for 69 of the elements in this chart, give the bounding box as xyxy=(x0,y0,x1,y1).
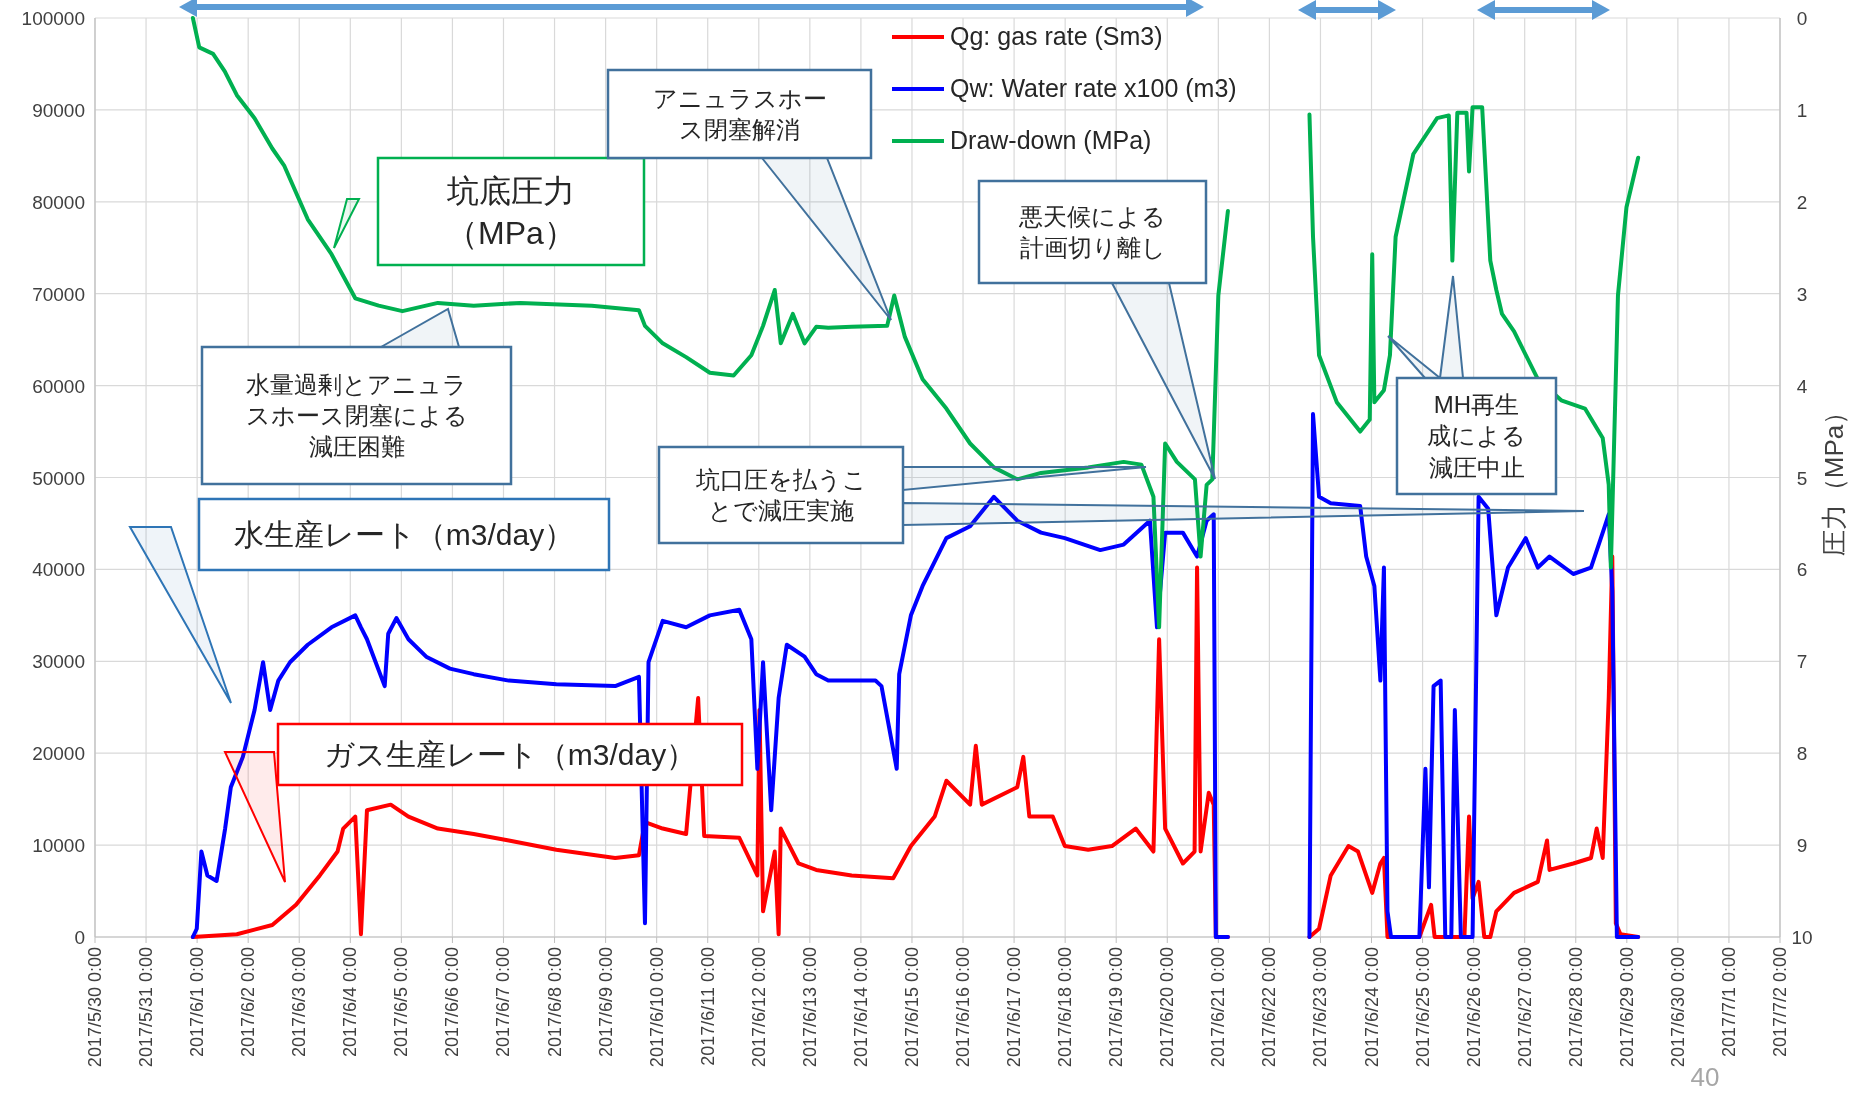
x-tick-label: 2017/6/12 0:00 xyxy=(748,947,769,1068)
x-tick-label: 2017/6/17 0:00 xyxy=(1004,947,1025,1068)
x-tick-label: 2017/6/8 0:00 xyxy=(544,947,565,1058)
annotation: MH再生成による減圧中止 xyxy=(1427,391,1526,481)
x-tick-label: 2017/6/14 0:00 xyxy=(850,947,871,1068)
x-tick-label: 2017/6/1 0:00 xyxy=(187,947,208,1058)
x-tick-label: 2017/6/20 0:00 xyxy=(1157,947,1178,1068)
x-tick-label: 2017/6/3 0:00 xyxy=(289,947,310,1058)
x-tick-label: 2017/5/30 0:00 xyxy=(85,947,105,1068)
x-tick-label: 2017/7/2 0:00 xyxy=(1770,947,1790,1058)
annotation: ガス生産レート（m3/day） xyxy=(323,738,697,771)
y-tick-label: 40000 xyxy=(32,559,85,581)
annotation: 水量過剰とアニュラスホース閉塞による減圧困難 xyxy=(245,370,468,461)
y-tick-label: 90000 xyxy=(32,99,85,121)
x-tick-label: 2017/6/30 0:00 xyxy=(1667,947,1688,1068)
y2-tick-label: 6 xyxy=(1796,559,1808,581)
annotation: 坑底圧力（MPa） xyxy=(446,172,576,251)
x-tick-label: 2017/6/4 0:00 xyxy=(340,947,361,1058)
y2-tick-label: 1 xyxy=(1796,99,1808,121)
x-tick-label: 2017/6/2 0:00 xyxy=(238,947,259,1058)
y2-tick-label: 3 xyxy=(1796,283,1808,305)
annotation: アニュラスホース閉塞解消 xyxy=(652,84,827,143)
x-tick-label: 2017/6/22 0:00 xyxy=(1259,947,1280,1068)
x-tick-label: 2017/6/7 0:00 xyxy=(493,947,514,1058)
y-tick-label: 50000 xyxy=(32,467,85,489)
x-tick-label: 2017/6/9 0:00 xyxy=(595,947,616,1058)
annotation: 坑口圧を払うことで減圧実施 xyxy=(694,465,867,524)
y2-tick-label: 0 xyxy=(1796,8,1808,29)
y-tick-label: 30000 xyxy=(32,651,85,673)
y2-tick-label: 8 xyxy=(1796,743,1808,765)
x-tick-label: 2017/6/21 0:00 xyxy=(1208,947,1229,1068)
x-tick-label: 2017/6/23 0:00 xyxy=(1310,947,1331,1068)
y2-tick-label: 10 xyxy=(1791,927,1813,948)
legend-label: Draw-down (MPa) xyxy=(950,126,1152,154)
y-tick-label: 80000 xyxy=(32,191,85,213)
legend-label: Qg: gas rate (Sm3) xyxy=(950,22,1163,50)
y-tick-label: 10000 xyxy=(32,835,85,857)
x-tick-label: 2017/6/11 0:00 xyxy=(697,947,718,1066)
y-tick-label: 20000 xyxy=(32,743,85,765)
text: 40 xyxy=(1690,1062,1720,1093)
x-tick-label: 2017/6/29 0:00 xyxy=(1616,947,1637,1068)
x-tick-label: 2017/5/31 0:00 xyxy=(136,947,157,1068)
x-tick-label: 2017/6/10 0:00 xyxy=(646,947,667,1068)
x-tick-label: 2017/6/15 0:00 xyxy=(901,947,922,1068)
y-tick-label: 60000 xyxy=(32,375,85,397)
x-tick-label: 2017/6/27 0:00 xyxy=(1514,947,1535,1068)
x-tick-label: 2017/7/1 0:00 xyxy=(1718,947,1739,1058)
annotation: 水生産レート（m3/day） xyxy=(233,518,575,551)
y2-axis-title: 圧力（MPa） xyxy=(1819,398,1849,557)
y-tick-label: 70000 xyxy=(32,283,85,305)
y2-tick-label: 2 xyxy=(1796,191,1808,213)
y2-tick-label: 9 xyxy=(1796,835,1808,857)
x-tick-label: 2017/6/28 0:00 xyxy=(1565,947,1586,1068)
y2-tick-label: 7 xyxy=(1796,651,1808,673)
x-tick-label: 2017/6/18 0:00 xyxy=(1055,947,1076,1068)
y2-tick-label: 5 xyxy=(1796,467,1808,489)
x-tick-label: 2017/6/19 0:00 xyxy=(1106,947,1127,1068)
x-tick-label: 2017/6/25 0:00 xyxy=(1412,947,1433,1068)
x-tick-label: 2017/6/16 0:00 xyxy=(953,947,974,1068)
x-tick-label: 2017/6/6 0:00 xyxy=(442,947,463,1058)
y-tick-label: 0 xyxy=(74,927,85,948)
legend-label: Qw: Water rate x100 (m3) xyxy=(950,74,1237,102)
y-tick-label: 100000 xyxy=(21,8,85,29)
x-tick-label: 2017/6/24 0:00 xyxy=(1361,947,1382,1068)
y2-tick-label: 4 xyxy=(1796,375,1808,397)
annotation: 悪天候による計画切り離し xyxy=(1018,202,1166,261)
x-tick-label: 2017/6/5 0:00 xyxy=(391,947,412,1058)
x-tick-label: 2017/6/26 0:00 xyxy=(1463,947,1484,1068)
x-tick-label: 2017/6/13 0:00 xyxy=(799,947,820,1068)
